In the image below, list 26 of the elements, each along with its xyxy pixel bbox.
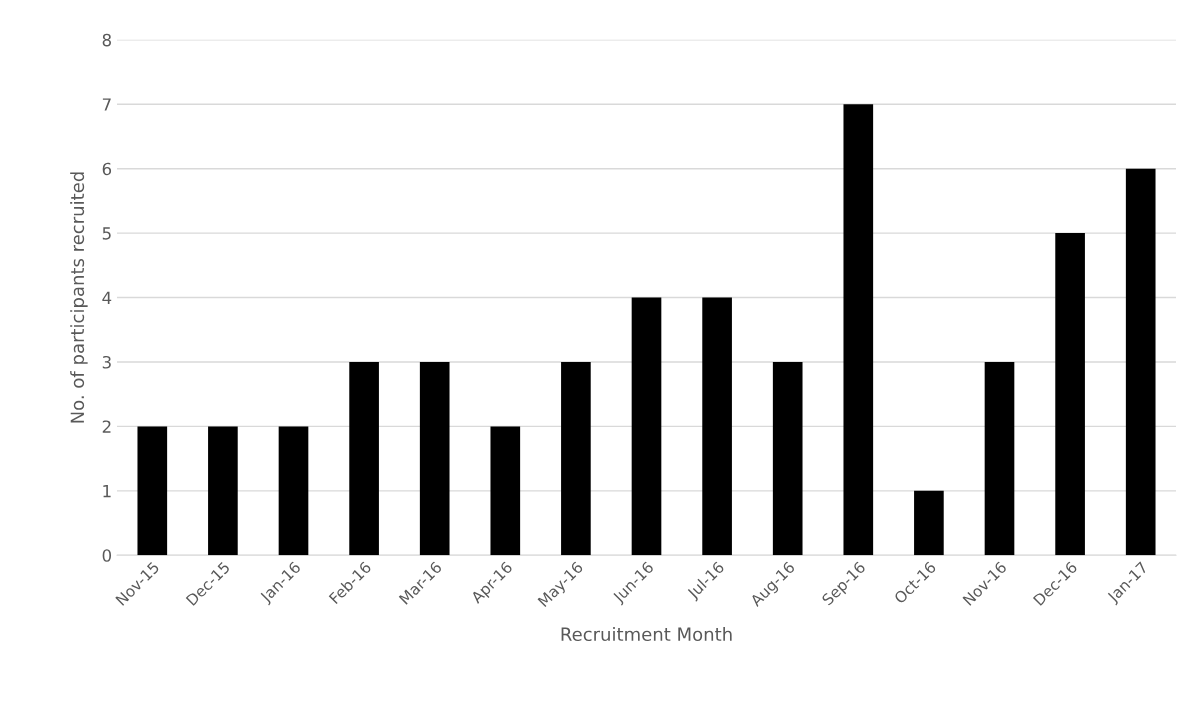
bar [631,297,662,556]
bar [561,361,591,556]
y-tick-label: 2 [102,420,111,433]
bar [208,426,238,556]
bar [843,104,874,556]
bar [349,361,379,556]
y-tick-label: 8 [102,33,111,47]
bar [1055,233,1085,556]
bar [702,297,732,556]
bar [278,426,309,556]
y-tick-label: 7 [102,98,111,111]
bar [1125,168,1156,556]
y-tick-label: 1 [103,485,111,498]
bar [772,361,803,556]
y-tick-label: 5 [102,227,111,240]
bar [984,361,1015,556]
y-tick-label: 0 [102,549,112,562]
y-axis-title: No. of participants recruited [70,172,88,423]
y-tick-label: 3 [102,355,111,369]
bar [419,361,450,556]
y-tick-label: 6 [102,162,112,176]
x-axis-title: Recruitment Month [561,627,732,642]
y-tick-label: 4 [102,291,112,304]
bar [914,490,944,556]
bar [490,426,521,556]
bar [137,426,168,556]
